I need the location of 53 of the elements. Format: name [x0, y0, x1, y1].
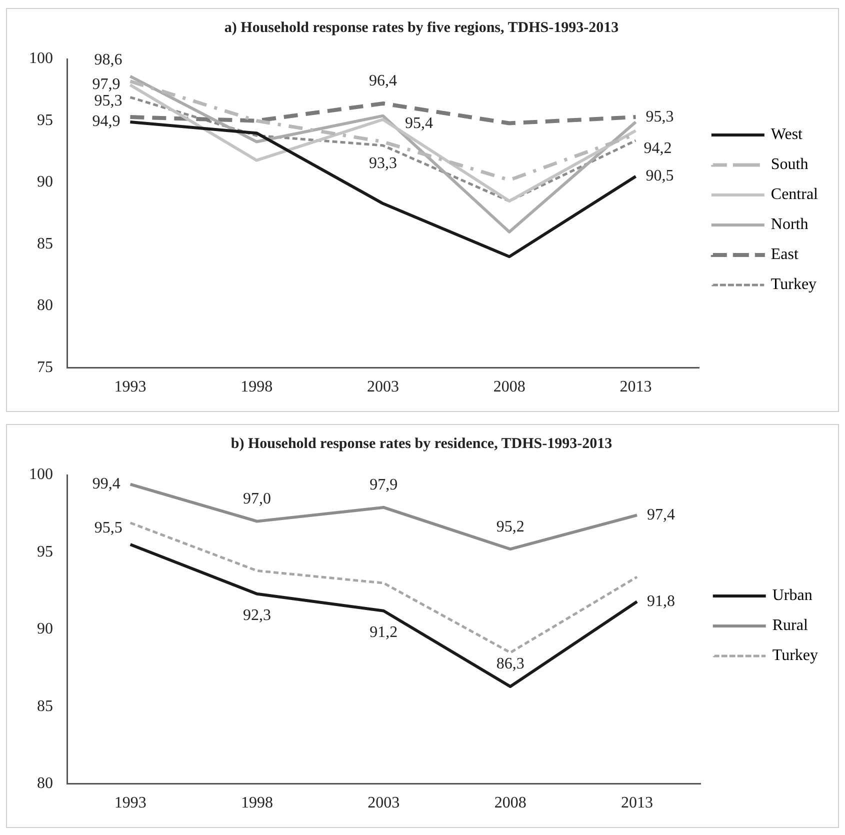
data-label: 96,4	[368, 72, 397, 90]
legend-label: East	[770, 246, 800, 264]
legend-label: West	[770, 126, 804, 144]
legend-label: South	[770, 156, 808, 174]
x-tick-label: 1998	[241, 794, 274, 812]
data-label: 86,3	[496, 656, 524, 673]
y-tick-label: 90	[37, 620, 53, 638]
data-label: 95,5	[94, 520, 122, 537]
y-tick-label: 100	[29, 50, 53, 68]
data-label: 97,9	[92, 76, 120, 94]
data-label: 97,4	[647, 506, 676, 524]
x-tick-label: 2003	[366, 378, 399, 396]
data-label: 97,0	[243, 490, 272, 508]
line-series	[129, 522, 638, 654]
data-label: 90,5	[646, 168, 674, 185]
x-tick-label: 2013	[621, 794, 654, 812]
x-tick-label: 1993	[114, 794, 146, 812]
x-tick-label: 1998	[240, 378, 273, 396]
x-tick-label: 2013	[620, 378, 652, 396]
data-label: 95,2	[496, 518, 524, 536]
data-label: 91,2	[370, 624, 398, 642]
legend-label: Urban	[772, 587, 812, 604]
y-tick-label: 85	[37, 235, 53, 252]
x-tick-label: 2008	[493, 378, 526, 396]
y-tick-label: 95	[37, 543, 53, 560]
data-label: 99,4	[92, 475, 120, 492]
data-label: 98,6	[94, 51, 122, 68]
legend-label: Turkey	[772, 647, 818, 664]
y-tick-label: 85	[37, 698, 53, 715]
y-tick-label: 75	[37, 359, 53, 376]
y-tick-label: 100	[29, 466, 53, 484]
y-tick-label: 80	[37, 775, 53, 792]
y-tick-label: 90	[37, 174, 53, 191]
data-label: 92,3	[243, 607, 272, 624]
legend-label: North	[770, 216, 808, 234]
y-tick-label: 80	[37, 297, 53, 314]
data-label: 91,8	[647, 592, 676, 610]
data-label: 93,3	[368, 154, 397, 172]
data-label: 97,9	[370, 476, 398, 494]
legend-label: Turkey	[770, 276, 817, 294]
legend-label: Rural	[772, 617, 808, 634]
chart-title: b) Household response rates by residence, TDHS-1993-2013	[230, 436, 612, 452]
legend-label: Central	[770, 186, 819, 204]
x-tick-label: 2003	[368, 794, 400, 812]
x-tick-label: 2008	[494, 794, 526, 812]
data-label: 94,2	[644, 140, 672, 157]
y-tick-label: 95	[37, 112, 53, 129]
data-label: 95,3	[94, 92, 122, 110]
data-label: 95,4	[404, 115, 433, 132]
data-label: 95,3	[646, 108, 674, 126]
data-label: 94,9	[92, 113, 120, 130]
chart-title: a) Household response rates by five regions, TDHS-1993-2013	[224, 20, 619, 36]
x-tick-label: 1993	[114, 378, 146, 396]
